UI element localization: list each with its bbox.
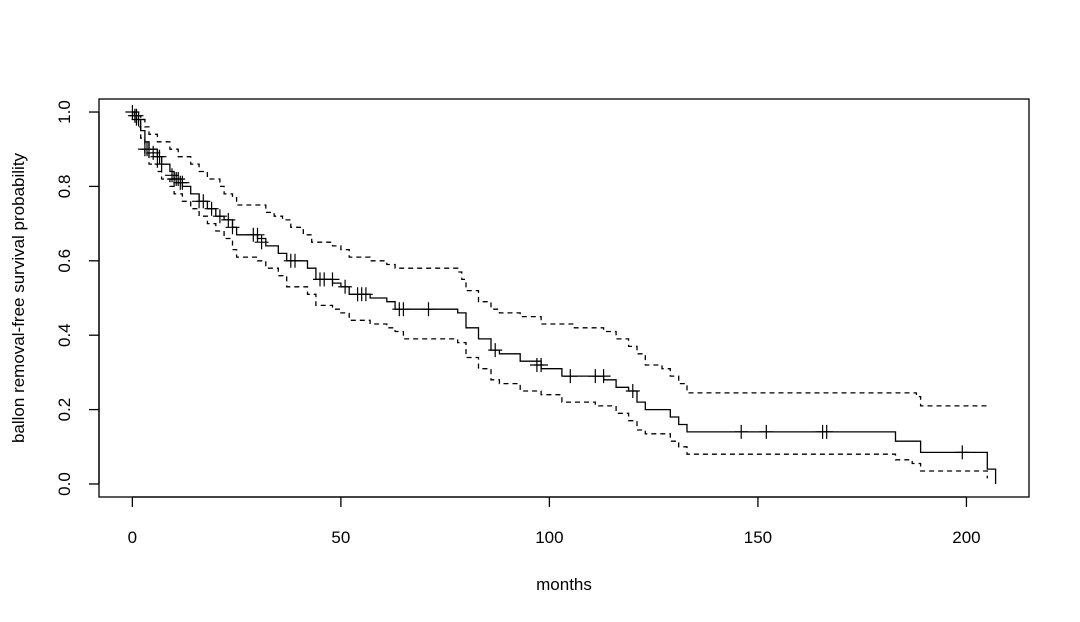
- y-tick-label: 0.6: [55, 249, 74, 273]
- censor-mark: [212, 209, 227, 224]
- censor-mark: [129, 108, 144, 123]
- censor-mark: [534, 358, 549, 372]
- x-tick-label: 200: [952, 528, 980, 547]
- censor-mark: [146, 145, 161, 160]
- x-tick-label: 100: [535, 528, 563, 547]
- series-layer: [132, 111, 997, 484]
- censor-mark: [596, 369, 611, 384]
- censor-mark: [421, 302, 436, 317]
- censor-mark: [196, 194, 211, 209]
- censor-mark: [288, 253, 302, 268]
- series-line-lower-ci: [132, 115, 988, 479]
- censor-mark: [325, 272, 340, 287]
- censor-mark: [563, 369, 578, 384]
- y-tick-label: 0.4: [55, 323, 74, 347]
- y-axis: 0.0 0.2 0.4 0.6 0.8 1.0: [55, 100, 100, 496]
- censor-mark: [152, 149, 167, 164]
- censor-mark: [955, 445, 970, 460]
- censor-mark: [358, 287, 373, 302]
- censor-mark: [171, 172, 186, 186]
- y-axis-label: ballon removal-free survival probability: [9, 152, 28, 443]
- y-tick-label: 1.0: [55, 100, 74, 124]
- censor-mark: [221, 212, 236, 227]
- series-line-estimate: [132, 111, 997, 484]
- censor-mark: [165, 168, 179, 183]
- y-tick-label: 0.2: [55, 398, 74, 422]
- censor-mark: [625, 384, 640, 398]
- censor-mark: [338, 279, 353, 294]
- censor-mark: [154, 157, 169, 172]
- y-tick-label: 0.8: [55, 175, 74, 199]
- x-tick-label: 50: [331, 528, 350, 547]
- censor-mark: [125, 105, 140, 119]
- censor-marks: [125, 105, 970, 460]
- y-tick-label: 0.0: [55, 472, 74, 496]
- series-line-upper-ci: [132, 111, 988, 407]
- x-tick-label: 150: [744, 528, 772, 547]
- censor-mark: [254, 235, 269, 250]
- censor-mark: [175, 175, 190, 190]
- x-axis-label: months: [536, 575, 592, 594]
- censor-mark: [204, 201, 219, 216]
- censor-mark: [142, 142, 156, 157]
- x-tick-label: 0: [128, 528, 137, 547]
- censor-mark: [734, 424, 749, 439]
- censor-mark: [225, 220, 240, 235]
- censor-mark: [488, 343, 503, 358]
- plot-frame: [98, 98, 1030, 498]
- censor-mark: [250, 227, 265, 242]
- censor-mark: [759, 424, 774, 439]
- censor-mark: [819, 424, 834, 439]
- x-axis: 0 50 100 150 200: [128, 496, 981, 547]
- censor-mark: [396, 302, 411, 317]
- censor-mark: [131, 112, 146, 127]
